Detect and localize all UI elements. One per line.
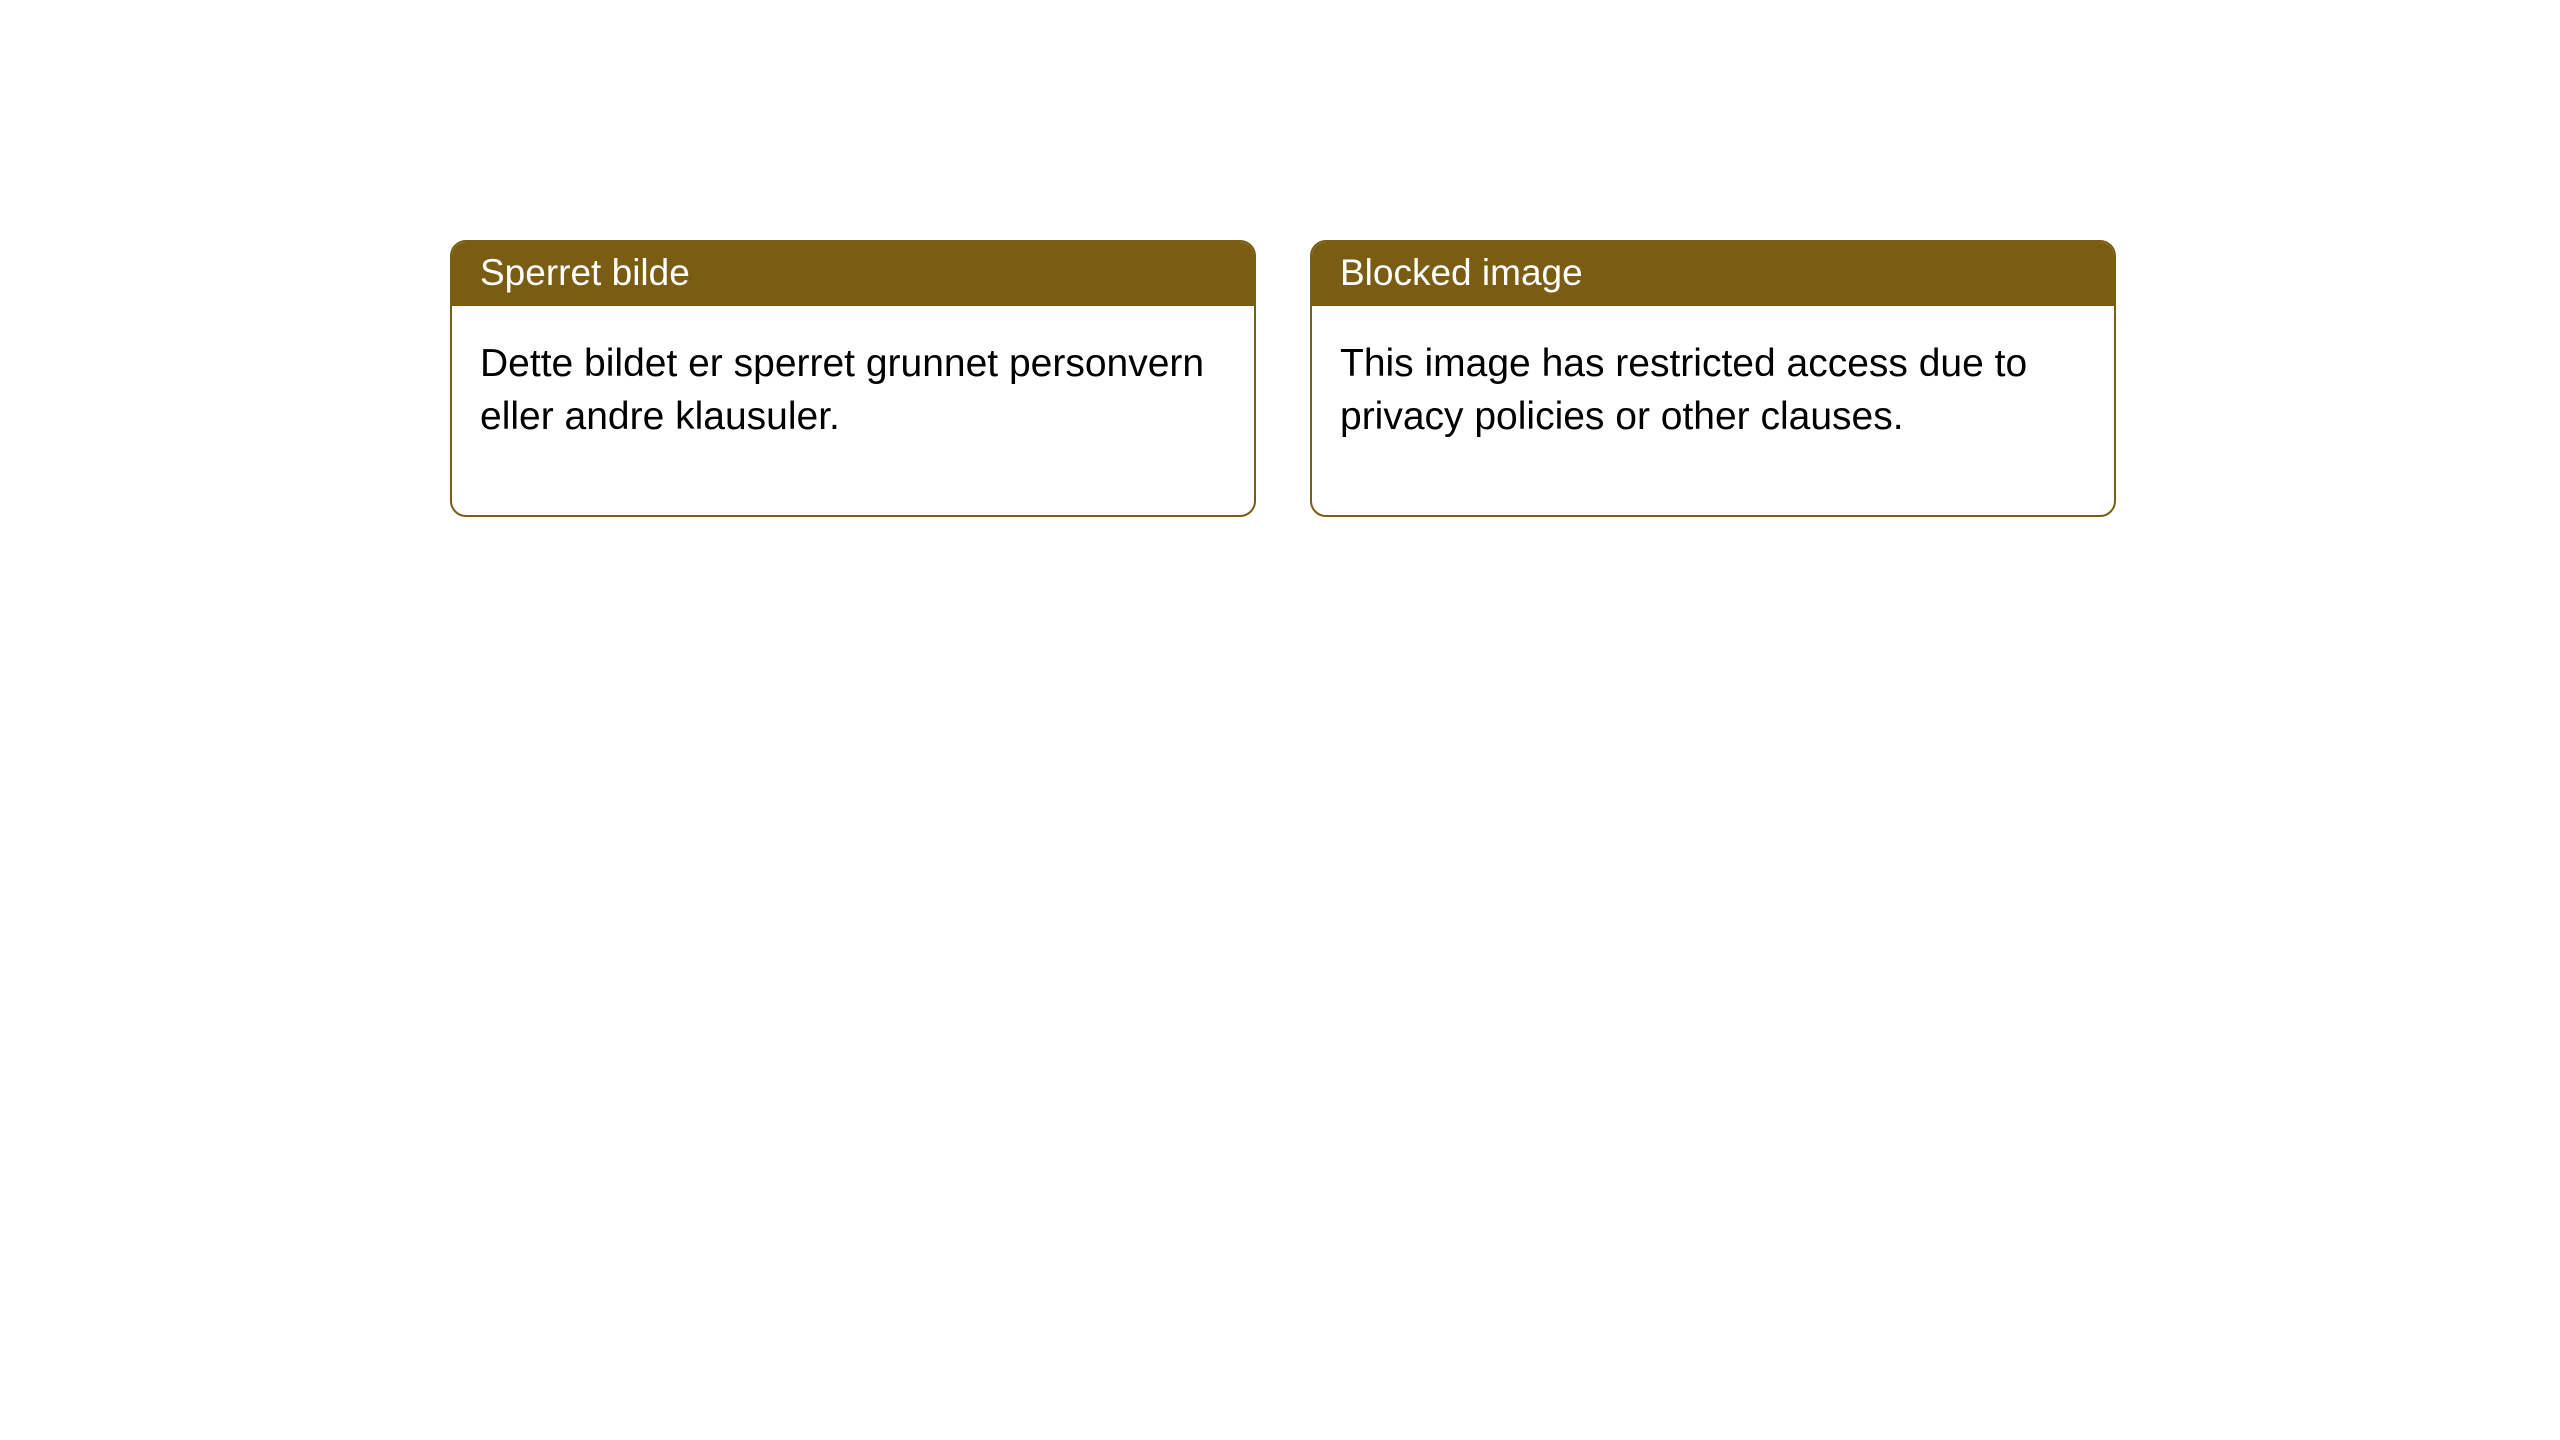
- card-body: This image has restricted access due to …: [1312, 306, 2114, 515]
- card-title: Sperret bilde: [480, 252, 690, 293]
- card-message: This image has restricted access due to …: [1340, 342, 2027, 438]
- card-message: Dette bildet er sperret grunnet personve…: [480, 342, 1204, 438]
- blocked-image-card-en: Blocked image This image has restricted …: [1310, 240, 2116, 517]
- card-header: Blocked image: [1312, 242, 2114, 306]
- blocked-image-card-no: Sperret bilde Dette bildet er sperret gr…: [450, 240, 1256, 517]
- card-title: Blocked image: [1340, 252, 1583, 293]
- card-header: Sperret bilde: [452, 242, 1254, 306]
- card-body: Dette bildet er sperret grunnet personve…: [452, 306, 1254, 515]
- card-container: Sperret bilde Dette bildet er sperret gr…: [0, 0, 2560, 517]
